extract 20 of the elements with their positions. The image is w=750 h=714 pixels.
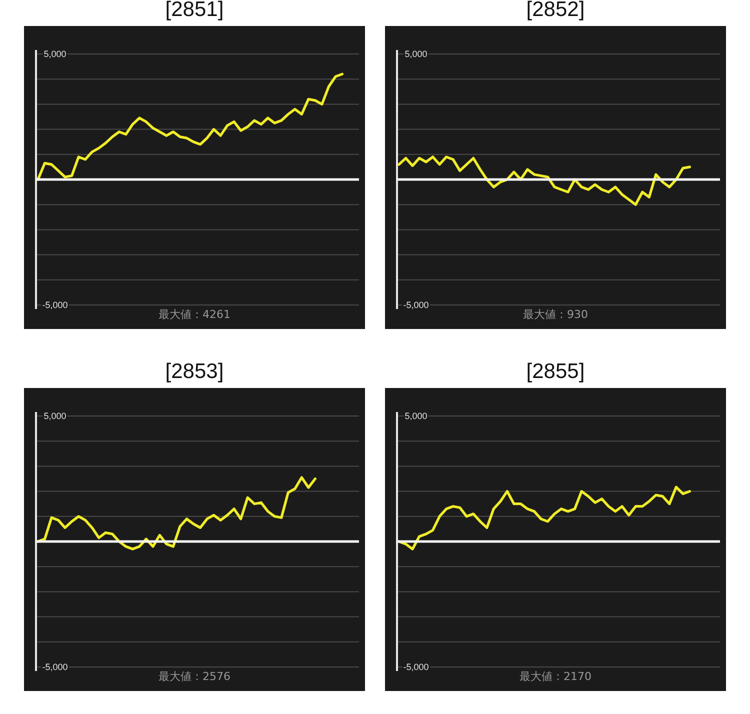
chart-title: [2851] xyxy=(165,0,224,21)
line-series xyxy=(36,476,316,550)
y-tick-label: -5,000 xyxy=(42,300,68,310)
y-tick-label: 5,000 xyxy=(44,411,66,422)
text: 最大値：930 xyxy=(523,308,588,321)
chart-title: [2855] xyxy=(526,360,585,383)
text: 最大値：2170 xyxy=(520,670,592,683)
y-tick-label: 5,000 xyxy=(44,49,66,60)
chart-title: [2853] xyxy=(165,360,224,383)
y-tick-label: -5,000 xyxy=(403,662,429,672)
line-series xyxy=(398,486,692,550)
text: 最大値：4261 xyxy=(158,308,230,321)
y-tick-label: 5,000 xyxy=(404,411,428,422)
chart-title: [2852] xyxy=(526,0,585,21)
line-series xyxy=(398,156,692,206)
y-tick-label: -5,000 xyxy=(403,300,429,310)
text: 最大値：2576 xyxy=(158,670,230,683)
y-tick-label: -5,000 xyxy=(42,662,68,672)
line-series xyxy=(36,72,344,181)
y-tick-label: 5,000 xyxy=(404,49,428,60)
